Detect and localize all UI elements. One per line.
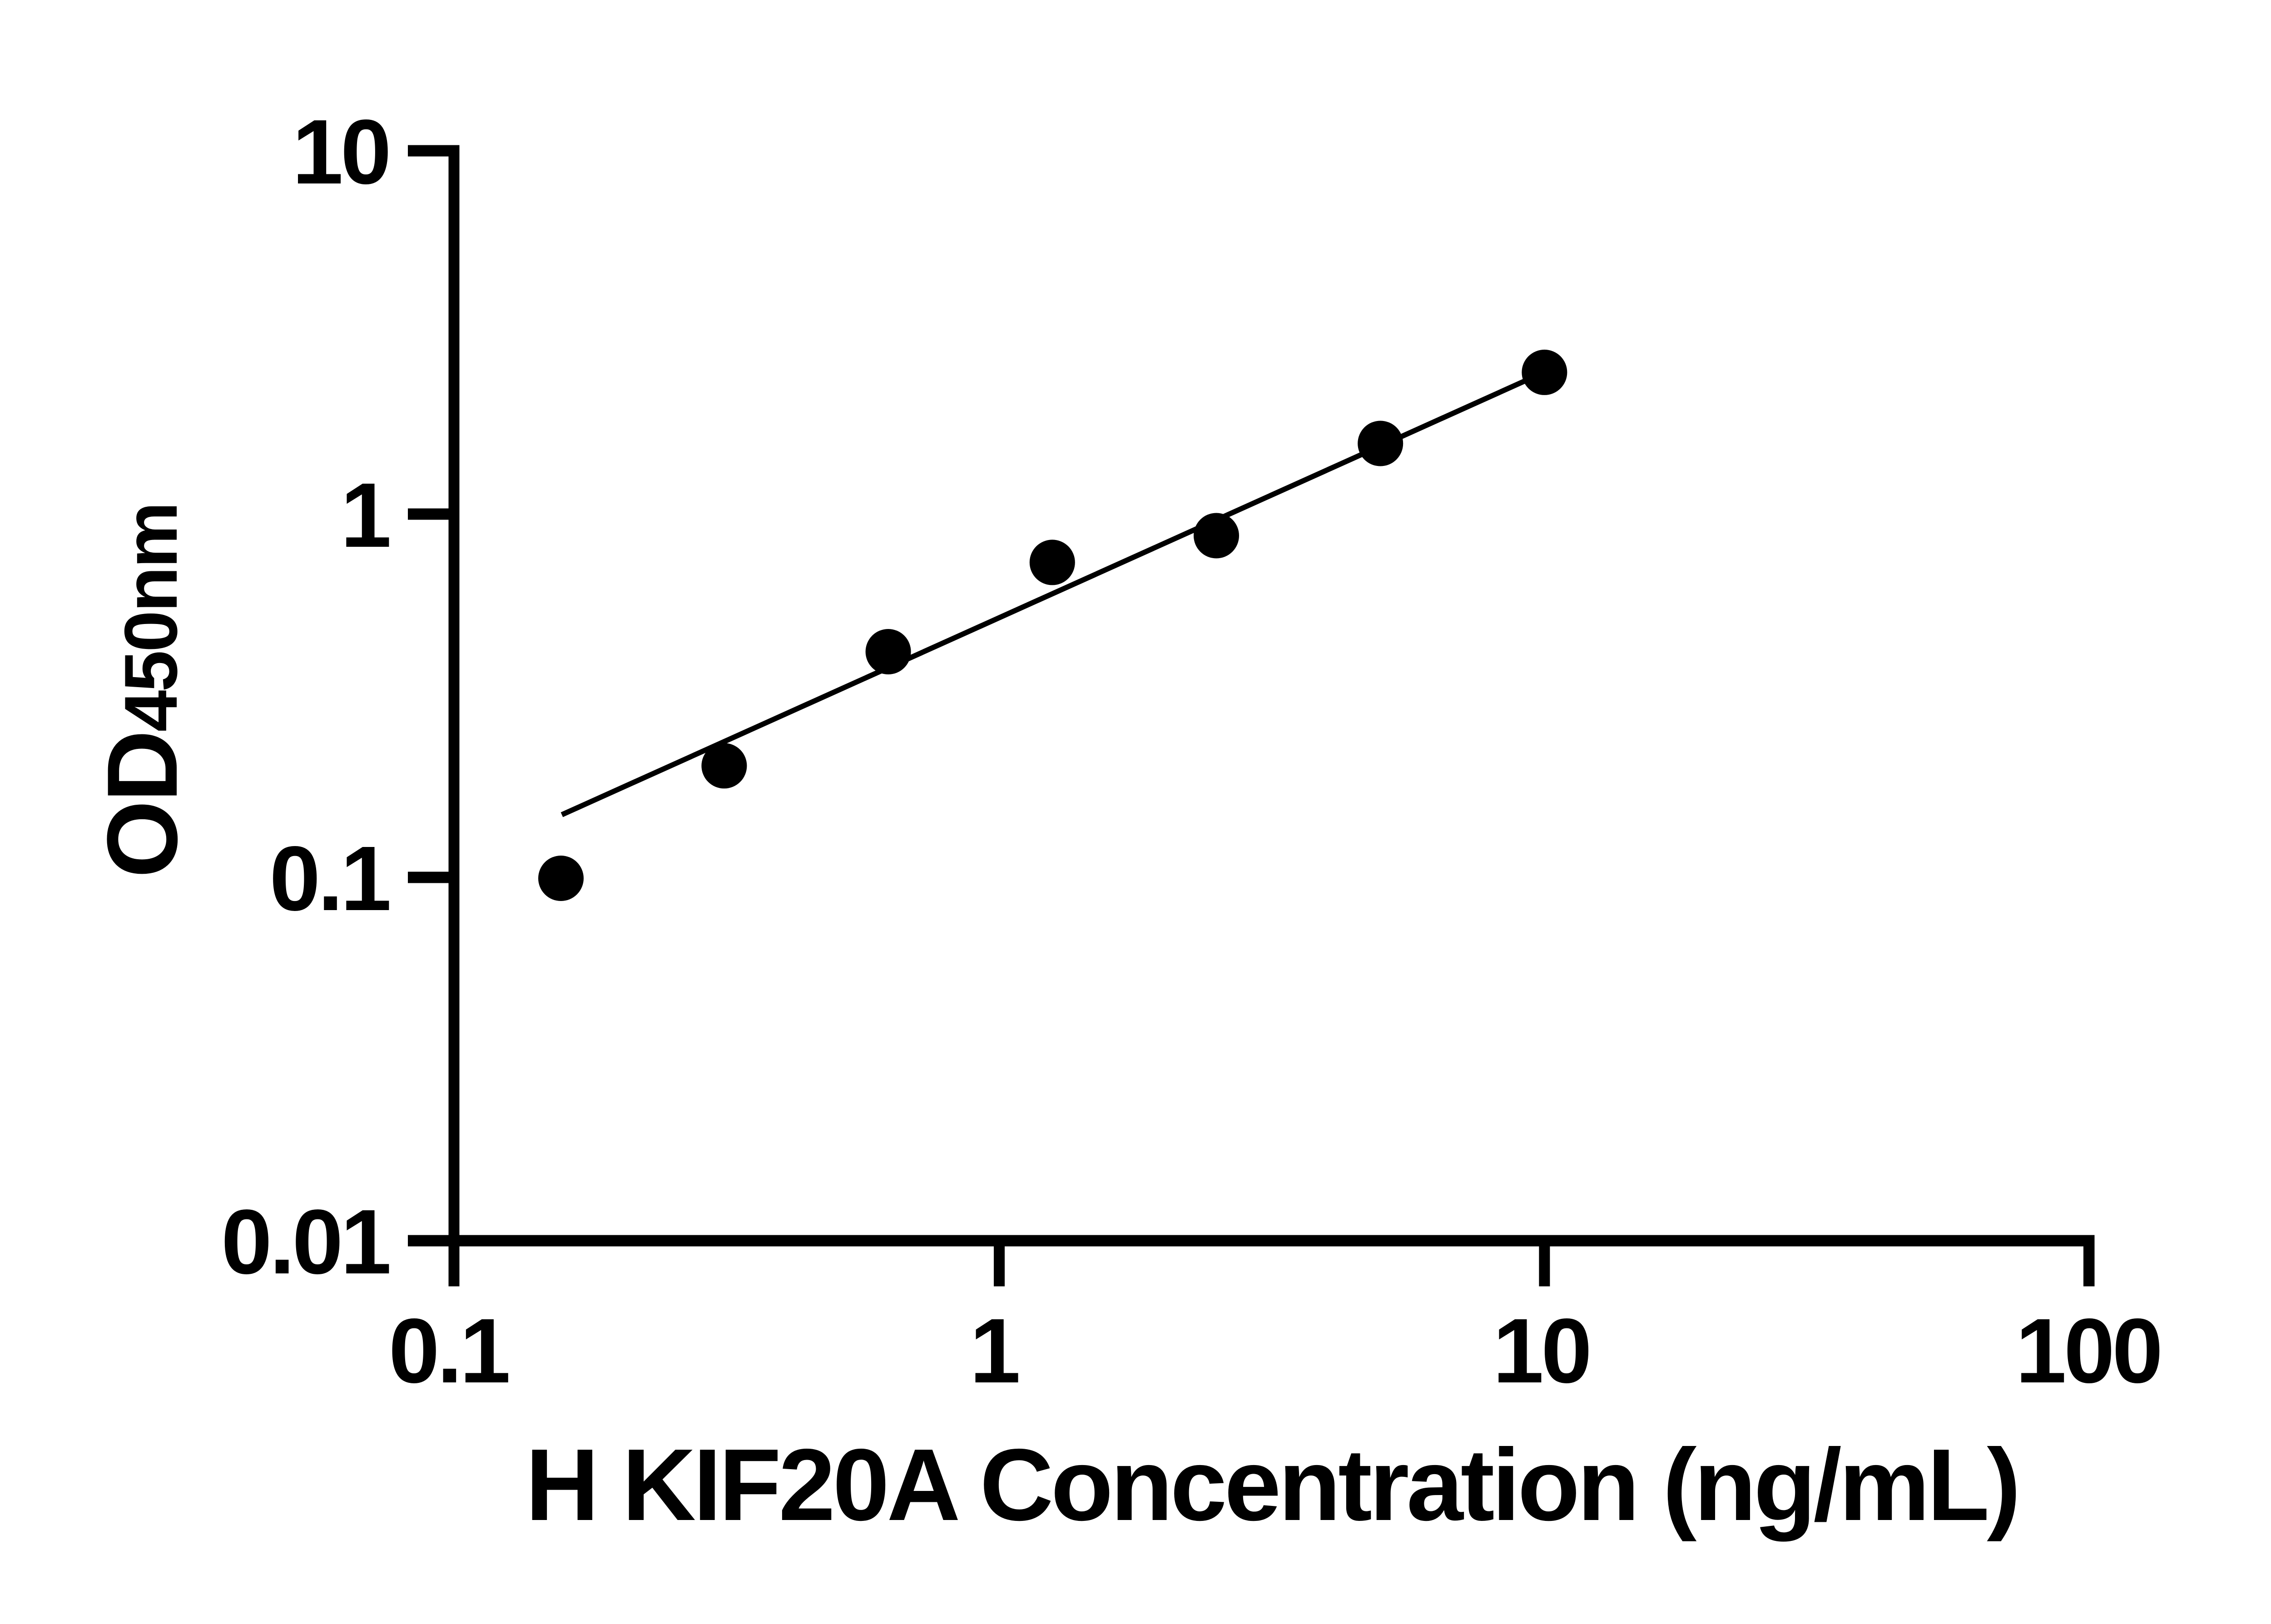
- svg-text:0.1: 0.1: [269, 827, 389, 930]
- svg-text:10: 10: [292, 100, 389, 203]
- svg-text:1: 1: [970, 1299, 1018, 1402]
- svg-text:0.01: 0.01: [221, 1190, 389, 1293]
- svg-text:0.1: 0.1: [389, 1299, 508, 1402]
- svg-text:H KIF20A Concentration (ng/mL): H KIF20A Concentration (ng/mL): [526, 1427, 2018, 1542]
- svg-text:1: 1: [341, 464, 389, 566]
- svg-text:10: 10: [1493, 1299, 1590, 1402]
- svg-text:100: 100: [2015, 1299, 2160, 1402]
